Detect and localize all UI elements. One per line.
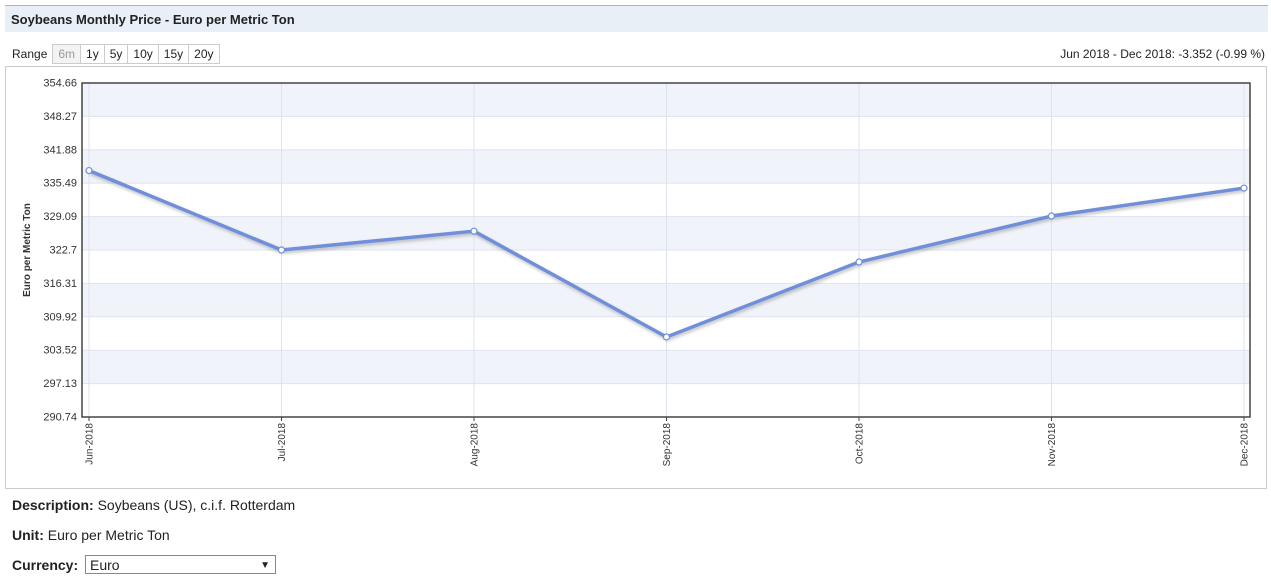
range-button[interactable]: 6m	[52, 44, 82, 64]
chart: Euro per Metric Ton 290.74 297.13 303.52 30…	[5, 66, 1267, 489]
y-axis-title: Euro per Metric Ton	[22, 203, 33, 297]
currency-label-text: Currency:	[12, 557, 79, 573]
data-point	[277, 246, 286, 254]
x-tick-label: Dec-2018	[1240, 423, 1251, 467]
data-point	[662, 333, 671, 341]
dropdown-arrow: ▼	[260, 560, 270, 571]
unit-text: Euro per Metric Ton	[47, 527, 170, 543]
chart-title: Soybeans Monthly Price - Euro per Metric…	[5, 5, 1268, 32]
range-button[interactable]: 15y	[157, 44, 190, 64]
unit-label: Unit:	[12, 527, 44, 543]
currency-value: Euro	[90, 557, 120, 573]
y-tick-label: 303.52	[43, 345, 77, 357]
currency-label: Currency:	[12, 557, 78, 573]
x-tick-label: Aug-2018	[470, 423, 481, 467]
data-point	[855, 258, 863, 266]
y-tick-label: 348.27	[43, 111, 77, 123]
range-label: Range	[12, 47, 48, 61]
range-button[interactable]: 20y	[188, 44, 220, 64]
unit: Unit: Euro per Metric Ton	[12, 527, 170, 543]
y-tick-label: 354.66	[43, 78, 77, 90]
data-point	[1240, 184, 1248, 192]
range-bar: Range 6m 1y 5y 10y 15y 20y	[12, 44, 220, 64]
y-tick-label: 341.88	[43, 144, 77, 156]
x-tick-label: Jun-2018	[85, 423, 96, 465]
currency-select[interactable]: Euro ▼	[85, 555, 276, 574]
range-button[interactable]: 1y	[80, 44, 105, 64]
data-point	[85, 166, 93, 175]
description-text: Soybeans (US), c.i.f. Rotterdam	[97, 497, 296, 513]
data-point	[1047, 212, 1056, 220]
y-tick-label: 316.31	[43, 278, 77, 290]
range-button[interactable]: 10y	[127, 44, 159, 64]
range-buttons: 6m 1y 5y 10y 15y 20y	[52, 44, 220, 64]
data-point	[470, 227, 478, 235]
x-tick-label: Nov-2018	[1047, 423, 1058, 467]
y-tick-label: 329.09	[43, 211, 77, 223]
y-tick-label: 322.7	[49, 245, 77, 257]
description-label: Description:	[12, 497, 94, 513]
y-tick-label: 290.74	[43, 412, 77, 424]
chart-frame	[5, 66, 1267, 489]
x-tick-label: Oct-2018	[855, 423, 866, 465]
description: Description: Soybeans (US), c.i.f. Rotte…	[12, 497, 295, 513]
x-tick-label: Sep-2018	[662, 423, 673, 467]
y-tick-label: 335.49	[43, 178, 77, 190]
y-tick-label: 297.13	[43, 378, 77, 390]
x-tick-label: Jul-2018	[277, 423, 288, 462]
change-summary: Jun 2018 - Dec 2018: -3.352 (-0.99 %)	[1060, 47, 1265, 61]
range-button[interactable]: 5y	[103, 44, 129, 64]
y-tick-label: 309.92	[43, 311, 77, 323]
